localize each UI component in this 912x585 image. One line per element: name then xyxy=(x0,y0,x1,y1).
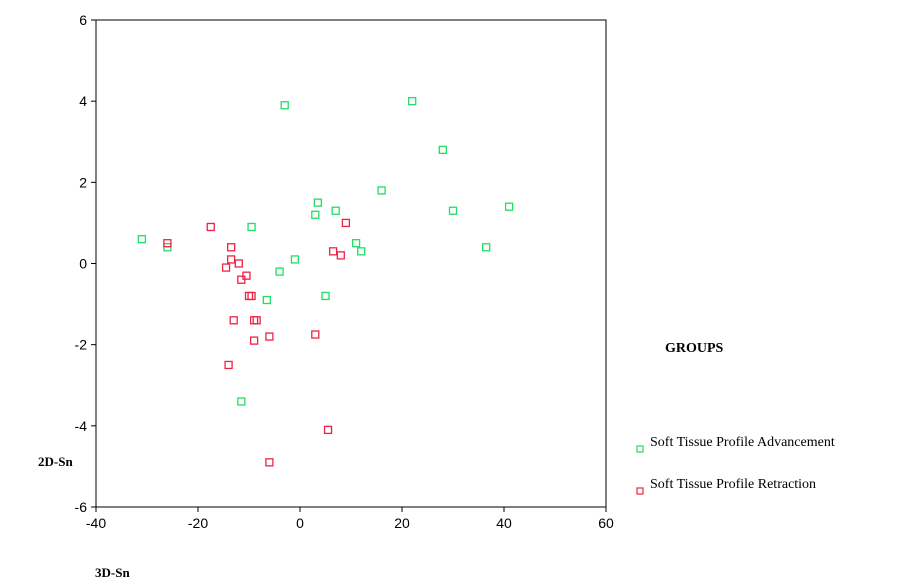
y-axis: -6 -4 -2 0 2 4 6 xyxy=(75,12,96,515)
x-tick-label: -20 xyxy=(188,515,208,531)
plot-frame xyxy=(95,19,607,508)
y-tick-label: -6 xyxy=(75,499,88,515)
y-tick-label: -4 xyxy=(75,418,88,434)
advancement-point xyxy=(275,267,284,276)
advancement-point xyxy=(438,145,447,155)
advancement-point xyxy=(290,255,300,264)
retraction-point xyxy=(328,247,338,256)
retraction-point xyxy=(336,251,345,260)
y-axis-title: 2D-Sn xyxy=(38,454,73,469)
retraction-point xyxy=(323,425,333,435)
advancement-point xyxy=(311,210,320,219)
retraction-point xyxy=(341,218,351,228)
x-tick-label: 40 xyxy=(496,515,512,531)
advancement-point xyxy=(357,247,366,256)
retraction-point xyxy=(244,291,254,301)
legend: GROUPS Soft Tissue Profile Advancement S… xyxy=(636,341,835,495)
retraction-point xyxy=(221,263,231,272)
advancement-point xyxy=(331,206,340,215)
advancement-point xyxy=(262,295,272,305)
advancement-point xyxy=(321,291,330,301)
x-tick-label: -40 xyxy=(86,515,106,531)
retraction-point xyxy=(265,332,274,341)
retraction-point xyxy=(252,316,261,325)
legend-title: GROUPS xyxy=(665,341,724,356)
retraction-point xyxy=(163,239,172,248)
x-axis-title: 3D-Sn xyxy=(95,565,130,580)
data-points xyxy=(137,97,514,467)
retraction-point xyxy=(234,259,243,268)
legend-marker-advancement xyxy=(636,445,644,453)
advancement-point xyxy=(137,234,147,244)
advancement-point xyxy=(481,243,491,252)
retraction-point xyxy=(247,291,256,301)
x-axis: -40 -20 0 20 40 60 xyxy=(86,507,614,531)
legend-marker-retraction xyxy=(636,487,644,495)
retraction-point xyxy=(265,458,274,467)
advancement-point xyxy=(408,97,417,106)
advancement-point xyxy=(377,186,386,195)
x-tick-label: 60 xyxy=(598,515,614,531)
y-tick-label: 4 xyxy=(79,93,87,109)
legend-label-retraction: Soft Tissue Profile Retraction xyxy=(650,477,816,492)
advancement-point xyxy=(313,198,323,207)
retraction-point xyxy=(249,316,259,325)
retraction-point xyxy=(311,330,320,339)
retraction-point xyxy=(226,243,236,252)
advancement-point xyxy=(448,206,458,215)
advancement-point xyxy=(351,239,361,248)
retraction-point xyxy=(226,255,236,264)
advancement-point xyxy=(280,101,289,110)
retraction-point xyxy=(229,316,238,325)
retraction-point xyxy=(249,336,259,345)
retraction-point xyxy=(224,360,233,370)
y-tick-label: 6 xyxy=(79,12,87,28)
y-tick-label: -2 xyxy=(75,337,88,353)
retraction-point xyxy=(206,222,215,232)
legend-label-advancement: Soft Tissue Profile Advancement xyxy=(650,435,835,450)
advancement-point xyxy=(237,397,246,406)
x-tick-label: 0 xyxy=(296,515,304,531)
retraction-point xyxy=(237,275,246,284)
advancement-point xyxy=(504,202,514,211)
y-tick-label: 0 xyxy=(79,256,87,272)
x-tick-label: 20 xyxy=(394,515,410,531)
y-tick-label: 2 xyxy=(79,174,87,190)
advancement-point xyxy=(247,222,256,232)
